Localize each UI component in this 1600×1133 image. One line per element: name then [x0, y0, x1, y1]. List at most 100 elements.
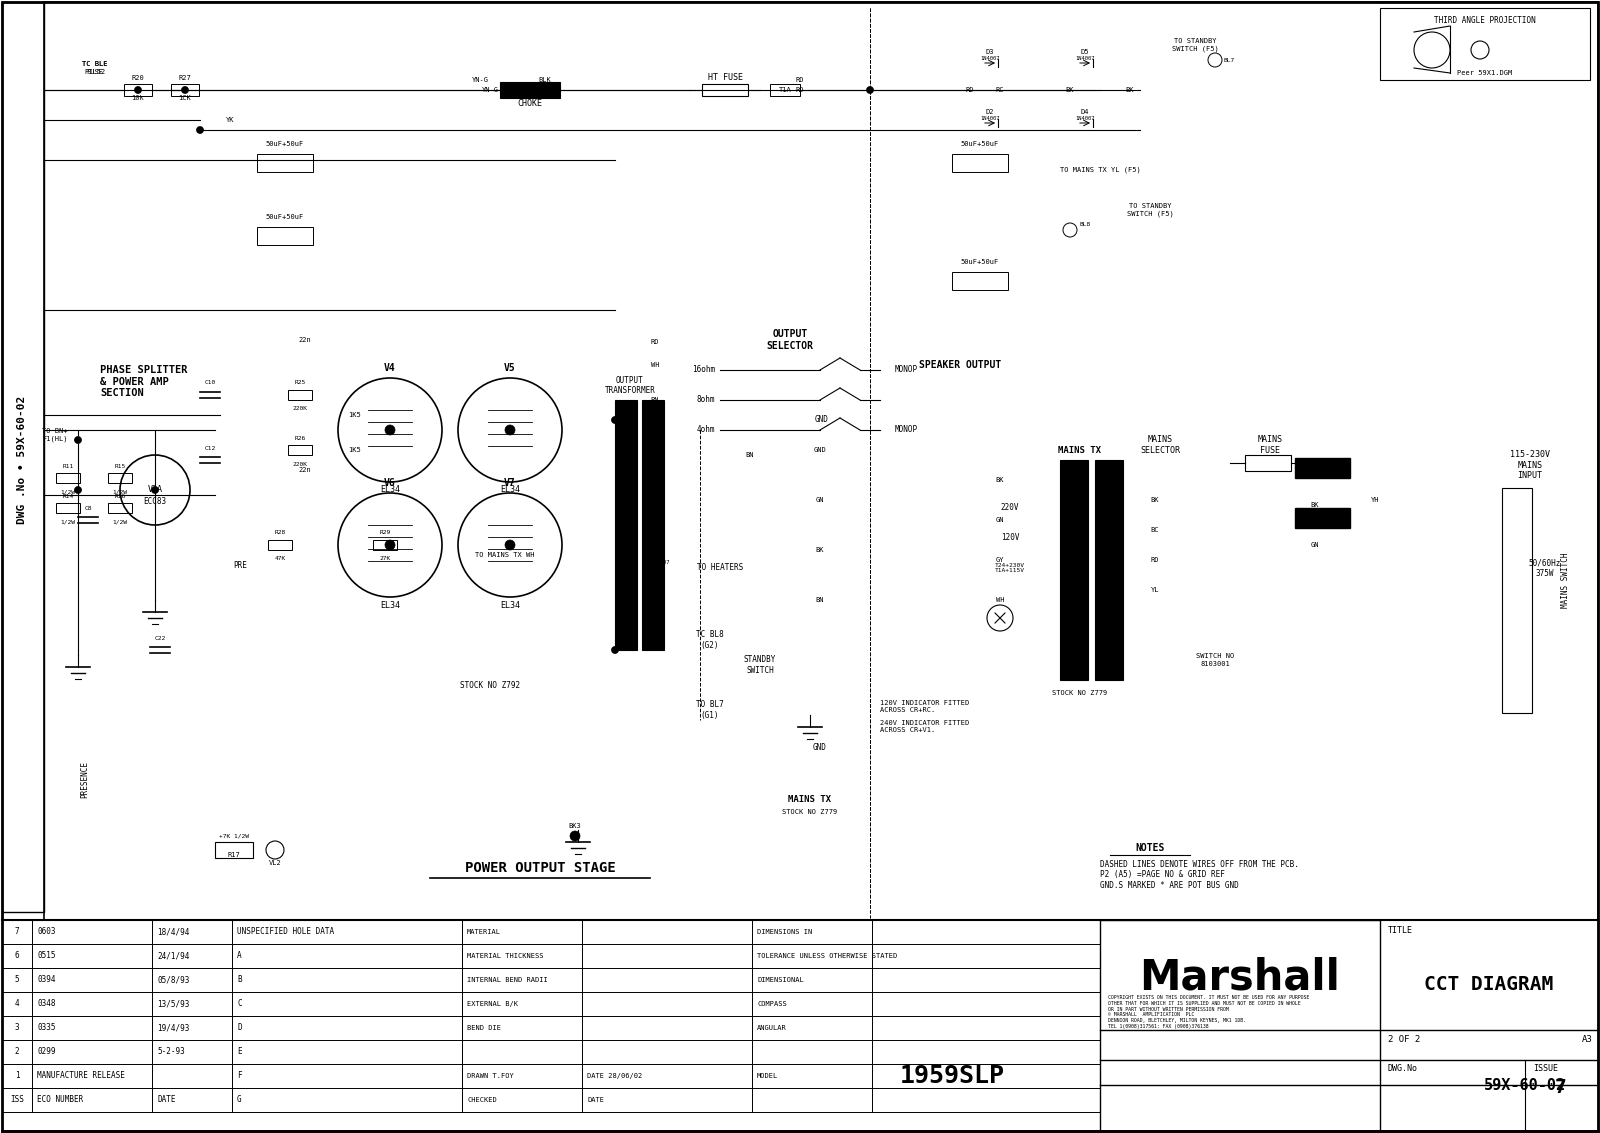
Text: MONOP: MONOP: [894, 426, 918, 434]
Text: PRE: PRE: [234, 561, 246, 570]
Text: ISSUE: ISSUE: [1533, 1064, 1558, 1073]
Bar: [702, 84, 749, 96]
Text: YN-G: YN-G: [482, 87, 499, 93]
Text: EXTERNAL B/K: EXTERNAL B/K: [467, 1000, 518, 1007]
Text: CHOKE: CHOKE: [517, 99, 542, 108]
Text: 1CK: 1CK: [179, 95, 192, 101]
Circle shape: [506, 425, 515, 435]
Text: 50uF+50uF: 50uF+50uF: [266, 214, 304, 220]
Text: R28: R28: [274, 530, 286, 536]
Text: R29: R29: [379, 530, 390, 536]
Text: 1N4007: 1N4007: [1075, 56, 1094, 60]
Bar: [1059, 460, 1088, 680]
Text: RD: RD: [795, 87, 805, 93]
Circle shape: [152, 486, 158, 494]
Circle shape: [181, 86, 189, 94]
Text: YL: YL: [1150, 587, 1160, 593]
Text: 1/2W: 1/2W: [112, 520, 128, 525]
Text: STOCK NO Z792: STOCK NO Z792: [459, 681, 520, 690]
Text: Peer 59X1.DGM: Peer 59X1.DGM: [1458, 70, 1512, 76]
Circle shape: [75, 486, 82, 494]
Text: ANGULAR: ANGULAR: [757, 1025, 787, 1031]
Bar: [642, 400, 664, 650]
Bar: [109, 503, 131, 513]
Text: 13/5/93: 13/5/93: [157, 999, 189, 1008]
Bar: [499, 82, 560, 97]
Bar: [258, 227, 314, 245]
Text: 220K: 220K: [293, 407, 307, 411]
Text: SPEAKER OUTPUT: SPEAKER OUTPUT: [918, 360, 1002, 370]
Text: 1K5: 1K5: [349, 412, 362, 418]
Text: 115-230V
MAINS
INPUT: 115-230V MAINS INPUT: [1510, 450, 1550, 480]
Text: YK: YK: [226, 117, 234, 123]
Text: Marshall: Marshall: [1139, 957, 1341, 999]
Bar: [56, 472, 80, 483]
Text: WH: WH: [995, 597, 1005, 603]
Text: 1: 1: [14, 1072, 19, 1081]
Text: G: G: [237, 1096, 242, 1105]
Bar: [614, 400, 637, 650]
Text: COMPASS: COMPASS: [757, 1000, 787, 1007]
Text: MATERIAL: MATERIAL: [467, 929, 501, 935]
Text: POWER OUTPUT STAGE: POWER OUTPUT STAGE: [464, 861, 616, 875]
Text: 0515: 0515: [37, 952, 56, 961]
Text: BN: BN: [746, 452, 754, 458]
Text: GN: GN: [995, 517, 1005, 523]
Bar: [258, 154, 314, 172]
Circle shape: [75, 436, 82, 443]
Circle shape: [1208, 53, 1222, 67]
Text: 0335: 0335: [37, 1023, 56, 1032]
Text: CHECKED: CHECKED: [467, 1097, 496, 1104]
Text: 05/8/93: 05/8/93: [157, 976, 189, 985]
Text: MAINS
FUSE: MAINS FUSE: [1258, 435, 1283, 454]
Text: 50uF+50uF: 50uF+50uF: [962, 259, 998, 265]
Text: RD: RD: [651, 339, 659, 346]
Text: 120V: 120V: [1000, 534, 1019, 543]
Text: R27: R27: [179, 75, 192, 80]
Text: DWG.No: DWG.No: [1389, 1064, 1418, 1073]
Text: BN: BN: [651, 397, 659, 403]
Text: BK: BK: [1066, 87, 1074, 93]
Text: INTERNAL BEND RADII: INTERNAL BEND RADII: [467, 977, 547, 983]
Text: 1N4007: 1N4007: [981, 116, 1000, 120]
Circle shape: [386, 540, 395, 550]
Text: RD: RD: [966, 87, 974, 93]
Text: VL2: VL2: [269, 860, 282, 866]
Text: EL34: EL34: [499, 600, 520, 610]
Text: RD: RD: [795, 77, 805, 83]
Text: 120V INDICATOR FITTED
ACROSS CR+RC.: 120V INDICATOR FITTED ACROSS CR+RC.: [880, 700, 970, 713]
Bar: [1294, 458, 1350, 478]
Text: GN: GN: [651, 417, 659, 423]
Text: C10: C10: [205, 381, 216, 385]
Text: NOTES: NOTES: [1136, 843, 1165, 853]
Text: 1/2W: 1/2W: [61, 520, 75, 525]
Text: B: B: [237, 976, 242, 985]
Text: 0348: 0348: [37, 999, 56, 1008]
Text: 50uF+50uF: 50uF+50uF: [266, 140, 304, 147]
Text: CCT DIAGRAM: CCT DIAGRAM: [1424, 976, 1554, 995]
Text: MATERIAL THICKNESS: MATERIAL THICKNESS: [467, 953, 544, 959]
Text: OUTPUT
TRANSFORMER: OUTPUT TRANSFORMER: [605, 376, 656, 395]
Text: EL34: EL34: [499, 486, 520, 494]
Text: BL8: BL8: [1078, 222, 1090, 228]
Circle shape: [867, 86, 874, 94]
Text: R26: R26: [294, 435, 306, 441]
Text: 0299: 0299: [37, 1048, 56, 1056]
Text: MONOP: MONOP: [894, 366, 918, 375]
Text: BEND DIE: BEND DIE: [467, 1025, 501, 1031]
Text: C12: C12: [205, 445, 216, 451]
Text: GY: GY: [995, 557, 1005, 563]
Text: MAINS
SELECTOR: MAINS SELECTOR: [1139, 435, 1181, 454]
Text: T1A: T1A: [779, 87, 792, 93]
Text: E: E: [237, 1048, 242, 1056]
Text: TO BL7
(G1): TO BL7 (G1): [696, 700, 723, 719]
Text: MAINS SWITCH: MAINS SWITCH: [1560, 552, 1570, 607]
Text: DATE: DATE: [157, 1096, 176, 1105]
Text: 240V INDICATOR FITTED
ACROSS CR+V1.: 240V INDICATOR FITTED ACROSS CR+V1.: [880, 719, 970, 733]
Bar: [2, 2, 45, 912]
Bar: [952, 154, 1008, 172]
Bar: [125, 84, 152, 96]
Text: STOCK NO Z779: STOCK NO Z779: [1053, 690, 1107, 696]
Text: 1N4007: 1N4007: [1075, 116, 1094, 120]
Bar: [109, 472, 131, 483]
